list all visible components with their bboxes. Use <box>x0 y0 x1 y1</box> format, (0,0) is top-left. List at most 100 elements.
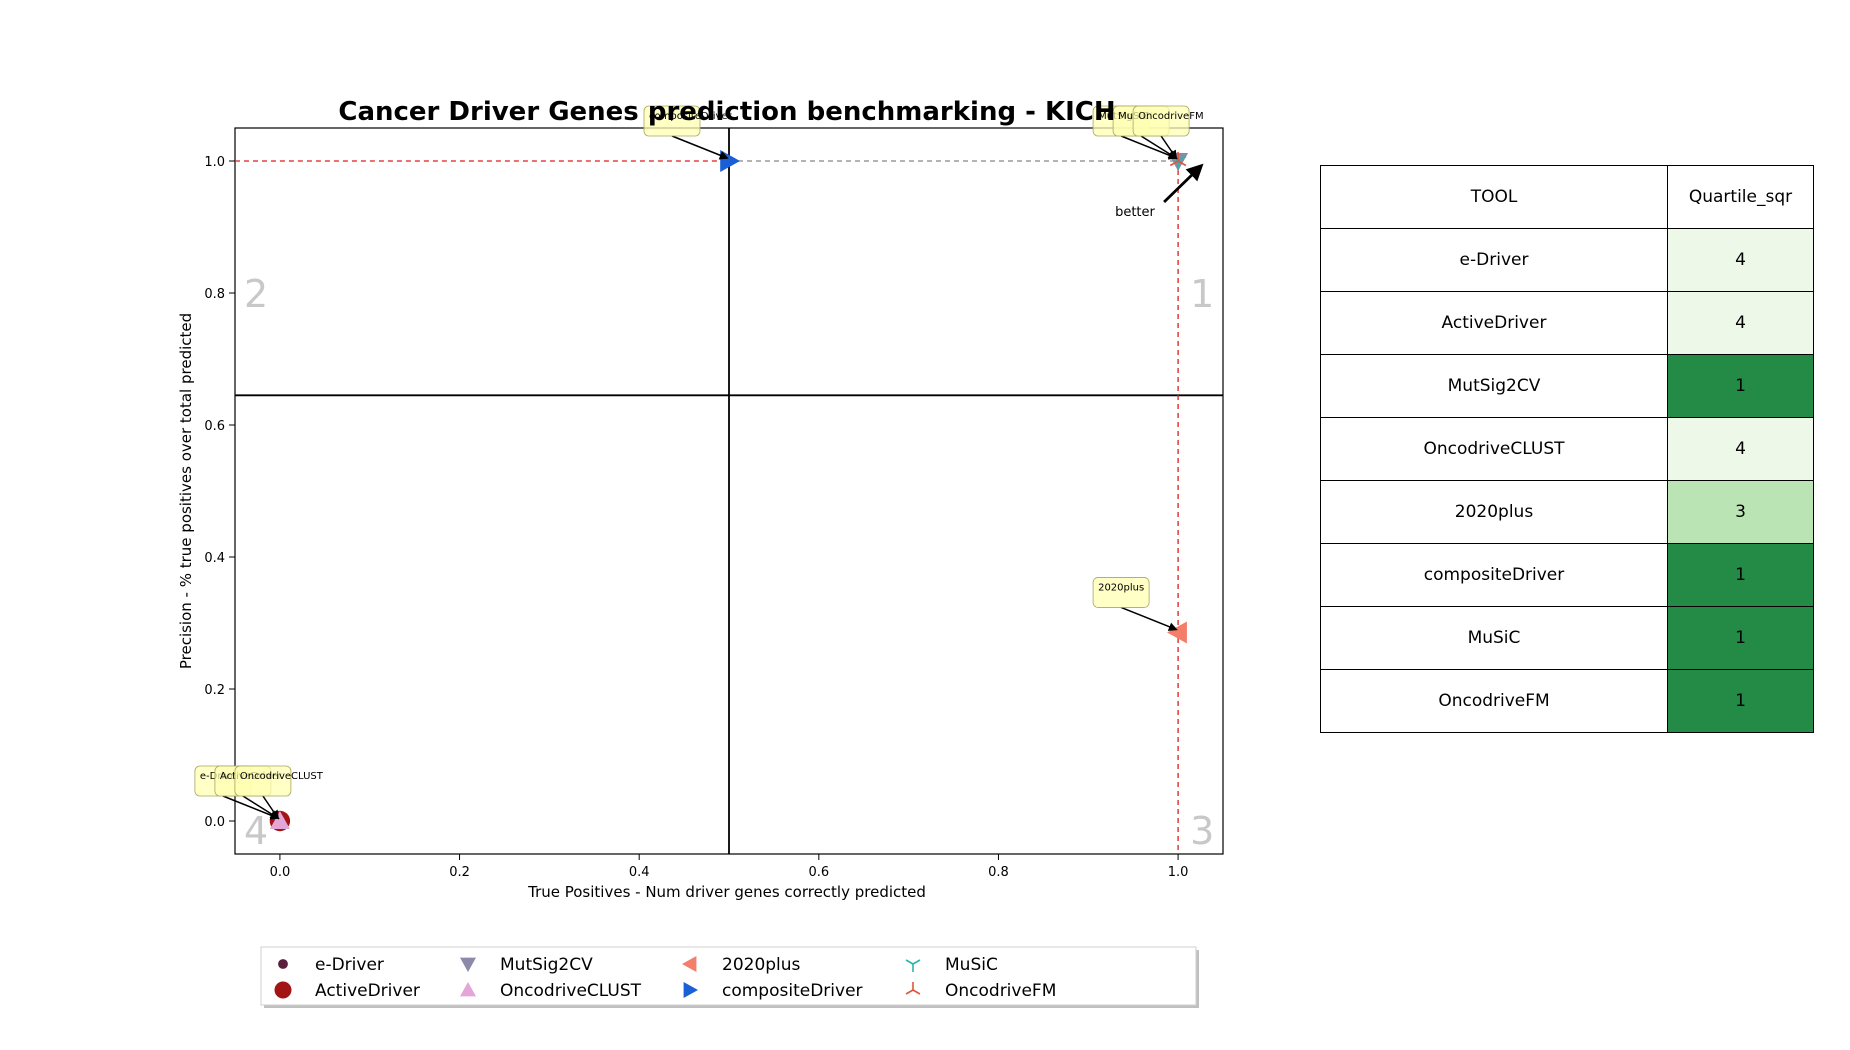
x-tick-label: 1.0 <box>1168 865 1189 880</box>
annotation-label: OncodriveFM <box>1138 111 1204 122</box>
legend-marker-2020plus <box>682 956 697 972</box>
tool-cell: OncodriveFM <box>1320 669 1668 733</box>
legend-marker-compositedriver <box>683 982 698 998</box>
legend-marker-mutsig2cv <box>460 957 476 972</box>
annotation-arrow <box>1160 135 1178 160</box>
legend-label-mutsig2cv: MutSig2CV <box>500 955 593 975</box>
table-row: OncodriveCLUST 4 <box>1320 417 1814 481</box>
annotation-label: OncodriveCLUST <box>240 771 324 782</box>
better-label: better <box>1115 205 1155 220</box>
annotation-oncodrivefm: OncodriveFM <box>1132 105 1204 160</box>
tool-cell: MutSig2CV <box>1320 354 1668 418</box>
tool-cell: OncodriveCLUST <box>1320 417 1668 481</box>
quadrant-label-1: 1 <box>1190 272 1214 316</box>
table-row: MutSig2CV 1 <box>1320 354 1814 418</box>
legend-label-music: MuSiC <box>945 955 998 975</box>
legend-label-activedriver: ActiveDriver <box>315 981 420 1001</box>
annotation-arrow <box>671 135 729 160</box>
legend-label-oncodriveclust: OncodriveCLUST <box>500 981 642 1001</box>
annotation-label: 2020plus <box>1098 582 1144 593</box>
legend-marker-oncodrivefm-stroke <box>905 989 914 995</box>
chart-title: Cancer Driver Genes prediction benchmark… <box>338 97 1115 127</box>
quartile-cell: 4 <box>1667 291 1814 355</box>
y-tick-label: 0.0 <box>204 815 225 830</box>
quartile-cell: 4 <box>1667 417 1814 481</box>
legend: e-Driver ActiveDriver MutSig2CV OncodriveCL… <box>260 946 1199 1008</box>
annotation-arrow <box>262 795 279 820</box>
annotation-label: compositeDriver <box>649 111 733 122</box>
legend-marker-music-stroke <box>912 959 921 965</box>
legend-frame <box>260 946 1197 1006</box>
point-music-stroke <box>1177 155 1187 162</box>
quartile-cell: 1 <box>1667 606 1814 670</box>
x-axis-label: True Positives - Num driver genes correc… <box>527 883 926 901</box>
better-arrow <box>1163 163 1204 204</box>
annotations: e-DriverActiveDriverOncodriveCLUSTMutSig… <box>194 105 1204 820</box>
table-header-quartile: Quartile_sqr <box>1667 165 1814 229</box>
table-row: ActiveDriver 4 <box>1320 291 1814 355</box>
x-tick-label: 0.4 <box>629 865 650 880</box>
x-tick-label: 0.6 <box>808 865 829 880</box>
quadrant-label-3: 3 <box>1190 809 1214 853</box>
annotation-box <box>234 765 292 797</box>
y-tick-label: 0.2 <box>204 683 225 698</box>
tool-cell: compositeDriver <box>1320 543 1668 607</box>
legend-marker-music-stroke <box>905 959 914 965</box>
table-header-row: TOOL Quartile_sqr <box>1320 165 1814 229</box>
legend-marker-oncodrivefm-stroke <box>912 989 921 995</box>
y-tick-label: 0.4 <box>204 551 225 566</box>
annotation-box <box>1092 577 1150 608</box>
quadrant-label-4: 4 <box>244 809 268 853</box>
annotation-arrow <box>222 795 280 820</box>
quartile-cell: 1 <box>1667 543 1814 607</box>
table-header-tool: TOOL <box>1320 165 1668 229</box>
table-row: compositeDriver 1 <box>1320 543 1814 607</box>
legend-label-compositedriver: compositeDriver <box>722 981 863 1001</box>
legend-label-oncodrivefm: OncodriveFM <box>945 981 1056 1001</box>
quadrant-label-2: 2 <box>244 272 268 316</box>
annotation-arrow <box>1140 135 1178 159</box>
point-oncodrivefm-stroke <box>1177 160 1187 167</box>
annotation-oncodriveclust: OncodriveCLUST <box>234 765 324 820</box>
tool-cell: MuSiC <box>1320 606 1668 670</box>
legend-marker-oncodriveclust <box>460 982 476 997</box>
legend-label-2020plus: 2020plus <box>722 955 801 975</box>
quartile-cell: 1 <box>1667 669 1814 733</box>
tool-cell: e-Driver <box>1320 228 1668 292</box>
annotation-box <box>1132 105 1190 137</box>
annotation-arrow <box>1120 606 1178 631</box>
y-axis-label: Precision - % true positives over total … <box>177 313 195 669</box>
point-compositedriver <box>720 150 740 172</box>
y-tick-label: 0.8 <box>204 287 225 302</box>
tool-cell: 2020plus <box>1320 480 1668 544</box>
quartile-cell: 4 <box>1667 228 1814 292</box>
point-oncodrivefm <box>1169 152 1187 167</box>
quartile-cell: 3 <box>1667 480 1814 544</box>
annotation-2020plus: 2020plus <box>1092 577 1178 631</box>
table-row: 2020plus 3 <box>1320 480 1814 544</box>
x-tick-label: 0.0 <box>270 865 291 880</box>
plot-area: 0.0 0.2 0.4 0.6 0.8 1.0 0.0 0.2 0.4 0.6 0.8 1.0 1 2 3 4… <box>204 127 1224 880</box>
annotation-arrow <box>1120 135 1178 160</box>
legend-marker-activedriver <box>274 981 292 999</box>
results-table: TOOL Quartile_sqr e-Driver 4 ActiveDriver 4… <box>1320 165 1814 733</box>
point-2020plus <box>1167 621 1187 644</box>
y-tick-label: 0.6 <box>204 419 225 434</box>
x-tick-label: 0.8 <box>988 865 1009 880</box>
legend-marker-e-driver <box>278 959 288 969</box>
tool-cell: ActiveDriver <box>1320 291 1668 355</box>
quartile-cell: 1 <box>1667 354 1814 418</box>
point-oncodrivefm-stroke <box>1169 160 1179 167</box>
table-row: MuSiC 1 <box>1320 606 1814 670</box>
point-oncodriveclust <box>269 811 290 829</box>
legend-label-e-driver: e-Driver <box>315 955 384 975</box>
x-tick-label: 0.2 <box>449 865 470 880</box>
annotation-box <box>643 105 701 137</box>
legend-marker-music <box>905 959 921 972</box>
legend-marker-oncodrivefm <box>905 982 921 995</box>
y-tick-label: 1.0 <box>204 155 225 170</box>
annotation-compositedriver: compositeDriver <box>643 105 733 160</box>
table-row: e-Driver 4 <box>1320 228 1814 292</box>
table-row: OncodriveFM 1 <box>1320 669 1814 733</box>
